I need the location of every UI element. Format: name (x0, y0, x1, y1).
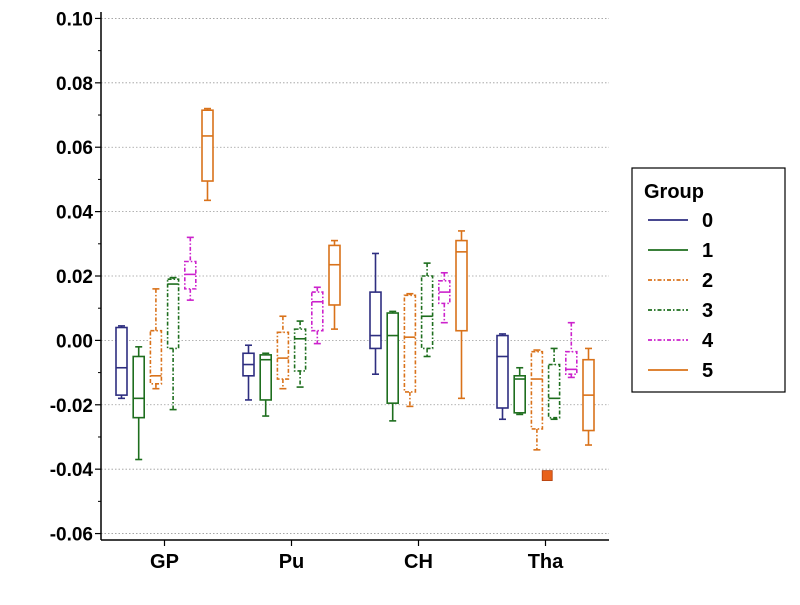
box-0-CH (369, 252, 382, 375)
legend-label-0: 0 (702, 210, 713, 232)
box-4-Tha (564, 321, 578, 379)
y-tick-label: 0.00 (56, 331, 93, 352)
box-1-Tha (513, 366, 527, 416)
x-tick-label: GP (150, 551, 179, 573)
box-2-Tha (530, 349, 544, 451)
box-3-CH (420, 262, 434, 358)
box-body (403, 294, 417, 393)
box-body (310, 291, 324, 332)
box-2-GP (149, 288, 163, 390)
box-body (201, 109, 214, 182)
legend-title: Group (644, 181, 704, 203)
box-4-GP (184, 236, 197, 301)
box-body (547, 363, 561, 419)
y-tick-label: -0.04 (50, 460, 94, 481)
box-0-Pu (242, 344, 255, 401)
y-tick-label: -0.06 (50, 525, 93, 546)
box-1-GP (132, 346, 145, 461)
axes: 0.10 0.08 0.06 0.04 0.02 0.00 -0.02 -0.04 -0.06 G… (50, 9, 609, 573)
box-body (166, 278, 180, 350)
box-2-CH (403, 292, 417, 408)
box-2-Pu (276, 315, 290, 390)
legend: Group 0 1 2 3 4 5 (631, 167, 786, 393)
box-body (530, 350, 544, 430)
box-body (259, 354, 273, 401)
box-body (276, 331, 290, 380)
box-body (369, 291, 382, 350)
box-5-Pu (328, 239, 341, 330)
box-3-Pu (293, 320, 307, 388)
legend-label-5: 5 (702, 360, 713, 382)
box-body (132, 355, 145, 419)
y-tick-label: 0.04 (56, 203, 93, 224)
x-tick-label: CH (404, 551, 433, 573)
box-body (149, 329, 163, 385)
y-tick-label: 0.02 (56, 267, 93, 288)
box-3-Tha (547, 347, 561, 421)
box-series (115, 107, 595, 482)
box-body (496, 334, 509, 409)
y-tick-label: -0.02 (50, 396, 93, 417)
box-body (386, 312, 400, 404)
legend-label-1: 1 (702, 240, 713, 262)
box-0-Tha (496, 333, 509, 421)
box-body (513, 375, 527, 414)
box-3-GP (166, 276, 180, 411)
x-tick-label: Pu (279, 551, 305, 573)
x-tick-label: Tha (528, 551, 564, 573)
box-1-Pu (259, 352, 273, 417)
box-5-GP (201, 107, 214, 202)
box-body (564, 350, 578, 375)
box-body (420, 275, 434, 350)
box-0-GP (115, 325, 128, 400)
outlier-marker (541, 470, 553, 482)
box-5-Tha (582, 347, 595, 446)
y-tick-label: 0.06 (56, 138, 93, 159)
box-4-Pu (310, 286, 324, 345)
box-4-CH (437, 271, 451, 324)
box-5-CH (455, 230, 468, 400)
box-body (115, 326, 128, 396)
grid-lines (101, 18, 609, 534)
box-1-CH (386, 310, 400, 422)
box-body (184, 260, 197, 290)
legend-label-2: 2 (702, 270, 713, 292)
box-body (455, 239, 468, 332)
box-body (328, 244, 341, 306)
box-body (293, 328, 307, 372)
y-tick-label: 0.08 (56, 74, 93, 95)
legend-label-4: 4 (702, 330, 714, 352)
y-tick-label: 0.10 (56, 9, 93, 30)
legend-label-3: 3 (702, 300, 713, 322)
